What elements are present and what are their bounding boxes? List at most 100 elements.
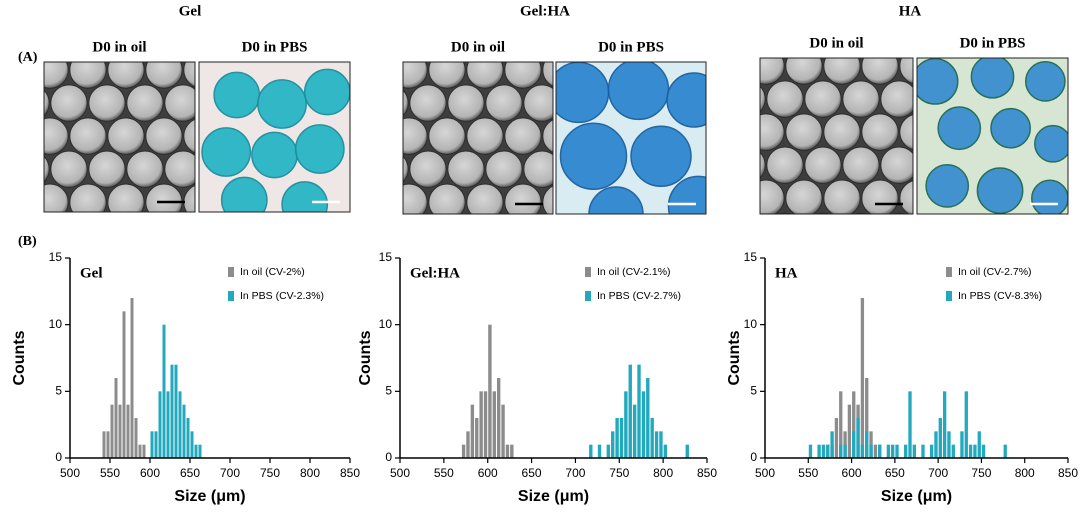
image-frame bbox=[198, 61, 351, 213]
x-tick-label: 750 bbox=[260, 466, 280, 480]
histogram-bar bbox=[619, 418, 624, 458]
x-tick-label: 550 bbox=[100, 466, 120, 480]
histogram-bar bbox=[162, 324, 166, 458]
x-tick-label: 850 bbox=[340, 466, 360, 480]
histogram-bar bbox=[663, 444, 668, 458]
droplet bbox=[447, 150, 485, 188]
x-tick-label: 750 bbox=[609, 466, 629, 480]
histogram-bar bbox=[632, 404, 637, 458]
microgel bbox=[607, 62, 670, 121]
legend-label: In PBS (CV-2.7%) bbox=[597, 290, 681, 302]
x-tick-label: 500 bbox=[390, 466, 410, 480]
histogram-bar bbox=[611, 431, 615, 458]
droplet bbox=[466, 117, 504, 155]
y-tick-label: 15 bbox=[744, 250, 758, 264]
droplet bbox=[403, 183, 428, 214]
droplet bbox=[524, 217, 560, 253]
histogram-bar bbox=[865, 431, 869, 458]
droplet bbox=[861, 58, 899, 85]
histogram-bar bbox=[904, 444, 908, 458]
droplet bbox=[353, 184, 389, 220]
histogram-bar bbox=[934, 431, 938, 458]
droplet bbox=[766, 146, 804, 184]
droplet bbox=[760, 151, 766, 179]
microgel bbox=[937, 106, 982, 151]
droplet bbox=[126, 84, 164, 122]
histogram-bar bbox=[186, 418, 190, 458]
microgel bbox=[630, 125, 692, 187]
histogram-bar bbox=[483, 391, 488, 458]
histogram-bar bbox=[501, 404, 505, 458]
x-tick-label: 800 bbox=[653, 466, 673, 480]
droplet bbox=[562, 19, 598, 55]
image-frame bbox=[43, 61, 196, 213]
histogram-bar bbox=[114, 378, 118, 458]
histogram-bar bbox=[166, 391, 170, 458]
droplet bbox=[44, 62, 69, 89]
histogram-bar bbox=[170, 364, 174, 458]
droplet bbox=[785, 179, 823, 214]
microgel bbox=[556, 62, 610, 124]
legend-label: In oil (CV-2%) bbox=[240, 266, 305, 278]
droplet bbox=[562, 217, 598, 253]
microgel bbox=[213, 71, 261, 119]
droplet bbox=[957, 213, 993, 249]
image-caption: D0 in oil bbox=[451, 39, 505, 55]
histogram-bar bbox=[637, 364, 641, 458]
y-tick-label: 0 bbox=[55, 450, 62, 464]
droplet bbox=[164, 150, 195, 188]
histogram-bar bbox=[198, 444, 202, 458]
droplet bbox=[145, 117, 183, 155]
histogram-bar bbox=[488, 324, 492, 458]
legend-label: In oil (CV-2.1%) bbox=[597, 266, 671, 278]
microgel bbox=[1031, 179, 1068, 214]
droplet bbox=[880, 80, 913, 118]
y-tick-label: 0 bbox=[385, 450, 392, 464]
y-tick-label: 0 bbox=[750, 450, 757, 464]
histogram-bar bbox=[150, 431, 154, 458]
droplet bbox=[760, 113, 785, 151]
histogram-bar bbox=[126, 404, 130, 458]
droplet bbox=[403, 117, 428, 155]
droplet bbox=[44, 89, 50, 117]
histogram-bar bbox=[118, 404, 122, 458]
droplet bbox=[710, 114, 746, 150]
legend-swatch bbox=[228, 291, 234, 301]
x-tick-label: 500 bbox=[60, 466, 80, 480]
histogram-bar bbox=[659, 431, 663, 458]
histogram-bar bbox=[174, 364, 178, 458]
droplet bbox=[409, 150, 447, 188]
legend-swatch bbox=[228, 267, 234, 277]
microgel bbox=[588, 186, 644, 214]
histogram-bar bbox=[847, 404, 852, 458]
oil-image bbox=[353, 19, 598, 253]
droplet bbox=[165, 19, 201, 55]
droplet bbox=[410, 19, 446, 55]
group-title: Gel:HA bbox=[520, 3, 570, 19]
histogram-bar bbox=[466, 431, 470, 458]
legend-swatch bbox=[946, 291, 952, 301]
histogram-bar bbox=[921, 444, 925, 458]
droplet bbox=[523, 84, 553, 122]
panel-label: (B) bbox=[18, 234, 37, 249]
droplet bbox=[89, 217, 125, 253]
histogram-bar bbox=[597, 444, 602, 458]
droplet bbox=[485, 150, 523, 188]
histogram-bar bbox=[110, 404, 114, 458]
histogram-bar bbox=[138, 444, 142, 458]
droplet bbox=[428, 183, 466, 214]
histogram-bar bbox=[615, 418, 619, 458]
x-tick-label: 650 bbox=[522, 466, 542, 480]
histogram-bar bbox=[624, 391, 628, 458]
histogram-bar bbox=[834, 418, 839, 458]
y-tick-label: 10 bbox=[379, 317, 393, 331]
droplet bbox=[127, 217, 163, 253]
histogram-bar bbox=[839, 391, 843, 458]
droplet bbox=[861, 179, 899, 214]
chart-title: Gel:HA bbox=[410, 265, 460, 281]
image-caption: D0 in oil bbox=[809, 35, 863, 51]
droplet bbox=[729, 15, 765, 51]
histogram-bar bbox=[865, 378, 869, 458]
legend-label: In PBS (CV-8.3%) bbox=[958, 290, 1042, 302]
image-frame bbox=[759, 57, 914, 215]
